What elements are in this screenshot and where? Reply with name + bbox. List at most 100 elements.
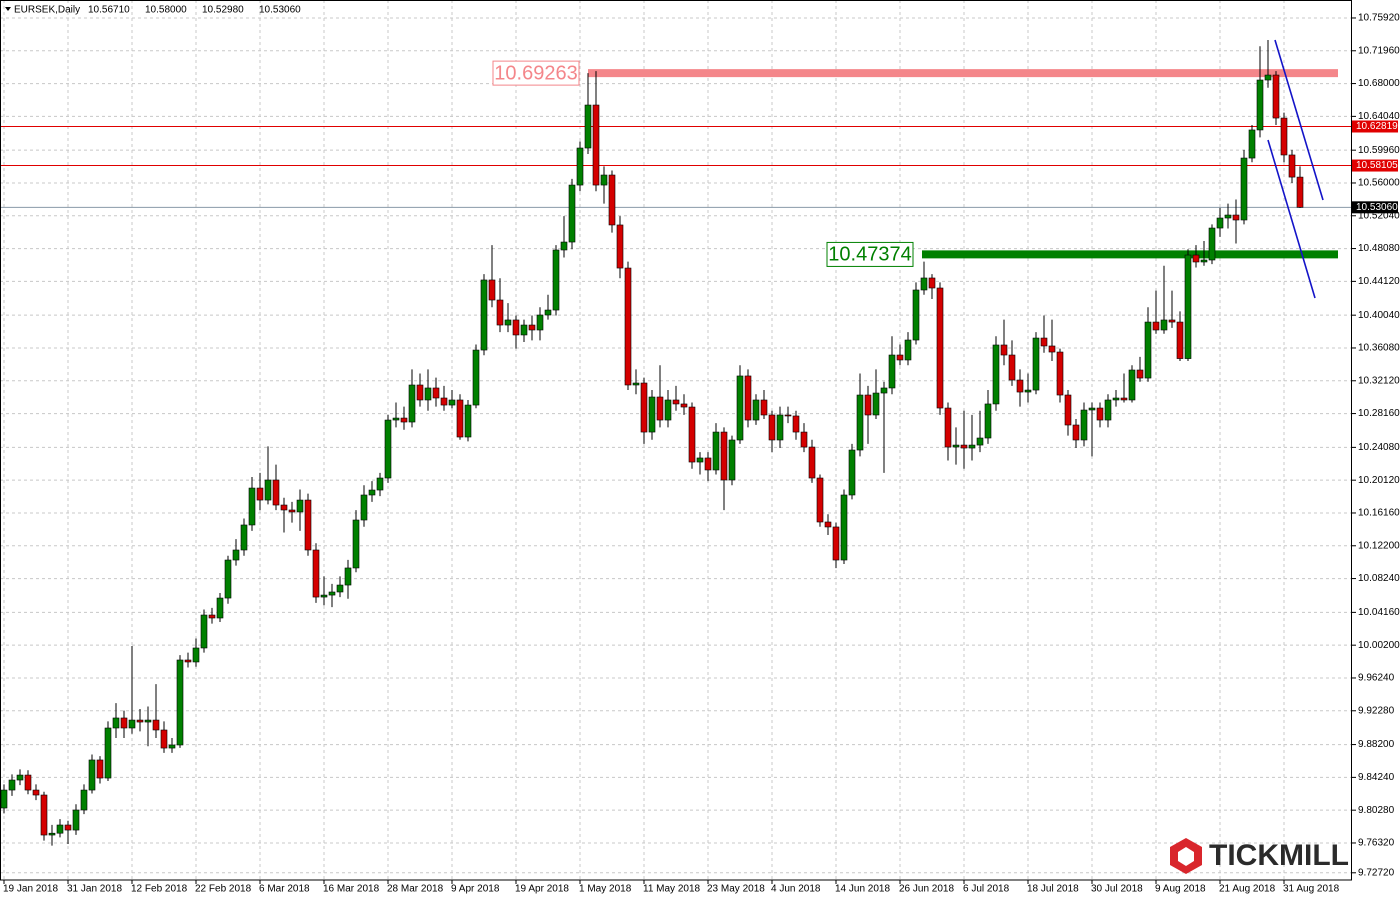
candle-body [1224, 214, 1232, 219]
candle-body [80, 789, 88, 811]
candle-body [528, 324, 536, 331]
candle-body [488, 279, 496, 301]
info-value: 10.56710 [88, 5, 130, 16]
candle-body [1176, 321, 1184, 359]
candle-body [160, 729, 168, 749]
candle-body [312, 549, 320, 598]
candle-body [40, 794, 48, 836]
candle-body [48, 832, 56, 836]
candle-body [1040, 337, 1048, 347]
candle-body [976, 437, 984, 446]
levels: 10.69263 10.47374 [0, 60, 1352, 267]
candle-body [400, 417, 408, 423]
y-tick-label: 9.80280 [1358, 805, 1395, 816]
candle-body [1272, 74, 1280, 119]
candle-body [792, 415, 800, 433]
candle-body [568, 184, 576, 243]
x-tick-label: 9 Aug 2018 [1155, 884, 1206, 895]
candle-body [1184, 254, 1192, 359]
y-tick-label: 10.08240 [1358, 573, 1400, 584]
candle-body [776, 414, 784, 441]
candle-body [88, 759, 96, 791]
x-tick-label: 31 Aug 2018 [1283, 884, 1340, 895]
logo: TICKMILL [1170, 838, 1349, 874]
candle-body [24, 774, 32, 791]
x-tick-label: 21 Aug 2018 [1219, 884, 1276, 895]
candle-body [1216, 217, 1224, 229]
info-value: 10.58000 [145, 5, 187, 16]
y-tick-label: 9.72720 [1358, 867, 1395, 878]
candle-body [248, 487, 256, 526]
candle-body [928, 277, 936, 289]
x-tick-label: 16 Mar 2018 [323, 884, 380, 895]
candle-body [1064, 394, 1072, 426]
candle-body [904, 339, 912, 361]
y-tick-label: 10.16160 [1358, 508, 1400, 519]
candle-body [536, 314, 544, 331]
x-tick-label: 28 Mar 2018 [387, 884, 444, 895]
candle-body [832, 526, 840, 561]
candle-body [136, 719, 144, 723]
candle-body [848, 449, 856, 496]
candle-body [984, 403, 992, 439]
candle-body [1088, 407, 1096, 411]
candle-body [592, 104, 600, 186]
candle-body [920, 277, 928, 291]
candle-body [96, 759, 104, 779]
candle-body [1168, 319, 1176, 323]
candle-body [336, 584, 344, 593]
y-tick-label: 9.84240 [1358, 772, 1395, 783]
y-tick-label: 10.75920 [1358, 13, 1400, 24]
x-tick-label: 18 Jul 2018 [1027, 884, 1079, 895]
candle-body [744, 375, 752, 421]
candle-body [128, 719, 136, 729]
candle-body [632, 382, 640, 386]
y-tick-label: 10.52040 [1358, 210, 1400, 221]
candle-body [576, 147, 584, 186]
candle-body [640, 382, 648, 433]
x-tick-label: 26 Jun 2018 [899, 884, 954, 895]
candle-body [1072, 424, 1080, 441]
candle-body [456, 399, 464, 438]
x-tick-label: 22 Feb 2018 [195, 884, 252, 895]
candle-body [656, 396, 664, 421]
menu-arrow [5, 7, 11, 11]
y-tick-label: 10.28160 [1358, 408, 1400, 419]
y-tick-label: 10.64040 [1358, 111, 1400, 122]
candle-body [680, 403, 688, 408]
y-tick-label: 9.88200 [1358, 739, 1395, 750]
candle-body [736, 375, 744, 441]
logo-text: TICKMILL [1209, 839, 1349, 872]
y-tick-label: 10.32120 [1358, 375, 1400, 386]
axes: 10.75920 10.71960 10.68000 10.64040 10.59960… [3, 13, 1400, 895]
x-tick-label: 11 May 2018 [643, 884, 701, 895]
candle-body [224, 559, 232, 599]
candle-body [1120, 397, 1128, 401]
candle-body [1256, 79, 1264, 131]
x-tick-label: 4 Jun 2018 [771, 884, 821, 895]
candle-body [256, 487, 264, 501]
candle-body [72, 809, 80, 831]
price-tag-label: 10.53060 [1356, 202, 1398, 213]
candle-body [808, 446, 816, 479]
level-label-box [492, 60, 580, 86]
candle-body [472, 349, 480, 406]
x-tick-label: 19 Jan 2018 [3, 884, 58, 895]
candle-body [1296, 176, 1304, 208]
y-tick-label: 9.76320 [1358, 838, 1395, 849]
candle-body [1240, 157, 1248, 221]
candle-body [232, 549, 240, 561]
level-label-box [826, 241, 914, 267]
candle-body [288, 509, 296, 513]
candle-body [608, 174, 616, 226]
candle-body [840, 494, 848, 561]
trend-line [1267, 139, 1316, 299]
price-tag [1352, 159, 1398, 172]
candle-body [328, 591, 336, 596]
candle-body [1144, 321, 1152, 379]
candle-body [496, 299, 504, 326]
candle-body [64, 824, 72, 831]
candle-body [1264, 74, 1272, 81]
